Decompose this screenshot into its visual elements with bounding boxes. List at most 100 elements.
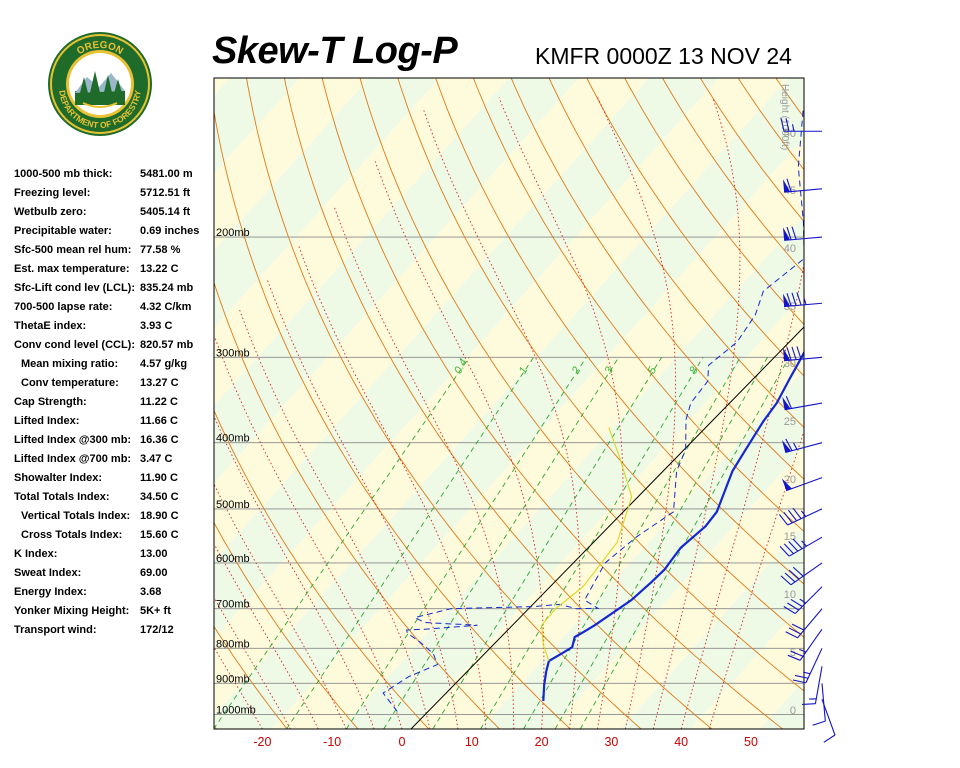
wind-barb [781,477,823,492]
wind-barb [802,666,823,705]
stat-value: 5405.14 ft [140,206,191,218]
moist-adiabat-line [214,596,291,729]
stat-value: 820.57 mb [140,339,194,351]
dry-adiabat-line [214,625,288,729]
x-tick-label: -10 [323,735,341,749]
wind-barb [785,608,823,639]
stat-label: Sfc-Lift cond lev (LCL): [14,282,135,294]
stat-value: 835.24 mb [140,282,194,294]
stat-value: 11.90 C [140,472,178,484]
dry-adiabat-line [214,281,501,729]
height-tick-label: 40 [784,243,796,255]
stat-label: Lifted Index: [14,415,80,427]
stat-label: Total Totals Index: [14,491,110,503]
stat-label: Cap Strength: [14,396,87,408]
stat-value: 13.00 [140,548,168,560]
temperature-band [550,447,804,729]
moist-adiabat-line [652,97,741,729]
temperature-band [214,78,230,96]
dry-adiabat-line [397,78,804,638]
stat-label: Lifted Index @300 mb: [14,434,132,446]
temperature-band [411,292,804,729]
station-time-subtitle: KMFR 0000Z 13 NOV 24 [535,43,792,69]
pressure-label: 1000mb [216,705,256,717]
dry-adiabat-line [548,78,804,429]
stat-label: Cross Totals Index: [21,529,123,541]
dry-adiabat-line [624,78,804,326]
wind-barb [812,683,826,726]
stat-label: 700-500 lapse rate: [14,301,113,313]
pressure-label: 600mb [216,553,250,565]
sounding-line-solid-thick [542,351,804,701]
dry-adiabat-line [214,109,571,729]
stat-value: 34.50 C [140,491,179,503]
stat-value: 5712.51 ft [140,187,191,199]
dry-adiabat-line [510,78,804,480]
mixing-ratio-line [346,357,587,729]
dry-adiabat-line [435,78,804,585]
stat-label: ThetaE index: [14,320,87,332]
wind-barb [792,648,823,684]
dry-adiabat-line [246,78,642,729]
stat-label: Yonker Mixing Height: [14,605,130,617]
moist-adiabat-line [597,97,676,729]
wind-barb [779,536,823,557]
stat-value: 4.32 C/km [140,301,192,313]
stat-label: Mean mixing ratio: [21,358,119,370]
moist-adiabat-line [680,261,804,729]
pressure-label: 700mb [216,599,250,611]
mixing-ratio-label: 5 [646,364,660,376]
dry-adiabat-line [586,78,804,377]
stat-label: Wetbulb zero: [14,206,87,218]
wind-barb [783,292,823,308]
height-axis-label: Height (1000ft) [779,84,790,150]
pressure-label: 900mb [216,673,250,685]
wind-barb [783,226,823,241]
stat-label: Est. max temperature: [14,263,130,275]
stat-value: 15.60 C [140,529,179,541]
stat-label: K Index: [14,548,58,560]
stat-value: 172/12 [140,624,174,636]
temperature-band [214,78,804,729]
sounding-line-yellow-parcel [541,427,633,662]
moist-adiabat-line [333,205,515,729]
x-tick-label: 0 [399,735,406,749]
moist-adiabat-line [214,336,403,729]
stat-label: Sfc-500 mean rel hum: [14,244,132,256]
stat-value: 77.58 % [140,244,181,256]
dry-adiabat-line [283,78,713,729]
stat-value: 11.22 C [140,396,178,408]
stat-value: 3.93 C [140,320,173,332]
logo-top-text: OREGON [75,40,125,57]
wind-barb [781,438,823,454]
moist-adiabat-line [214,646,263,729]
height-tick-label: 10 [784,589,796,601]
chart-title: Skew-T Log-P [212,30,458,72]
stat-value: 69.00 [140,567,168,579]
moist-adiabat-line [498,97,624,729]
temperature-band [271,138,804,729]
stat-label: Energy Index: [14,586,87,598]
stat-value: 5481.00 m [140,168,193,180]
wind-barb [780,118,822,132]
mixing-ratio-line [480,357,704,729]
pressure-label: 800mb [216,638,250,650]
mixing-ratio-line [214,357,470,729]
svg-text:OREGON: OREGON [75,40,125,57]
moist-adiabat-line [297,244,487,729]
height-tick-label: 25 [784,416,796,428]
pressure-label: 400mb [216,433,250,445]
wind-barb [783,346,823,362]
wind-barb [787,628,823,661]
x-tick-label: 40 [674,735,688,749]
stat-value: 18.90 C [140,510,179,522]
stat-value: 0.69 inches [140,225,200,237]
moist-adiabat-line [214,483,347,729]
mixing-ratio-label: 1 [517,365,530,376]
x-tick-label: 20 [535,735,549,749]
reference-diagonal-line [410,326,804,729]
mixing-ratio-line [383,357,620,729]
x-tick-label: 50 [744,735,758,749]
stat-value: 16.36 C [140,434,179,446]
x-tick-label: 10 [465,735,479,749]
